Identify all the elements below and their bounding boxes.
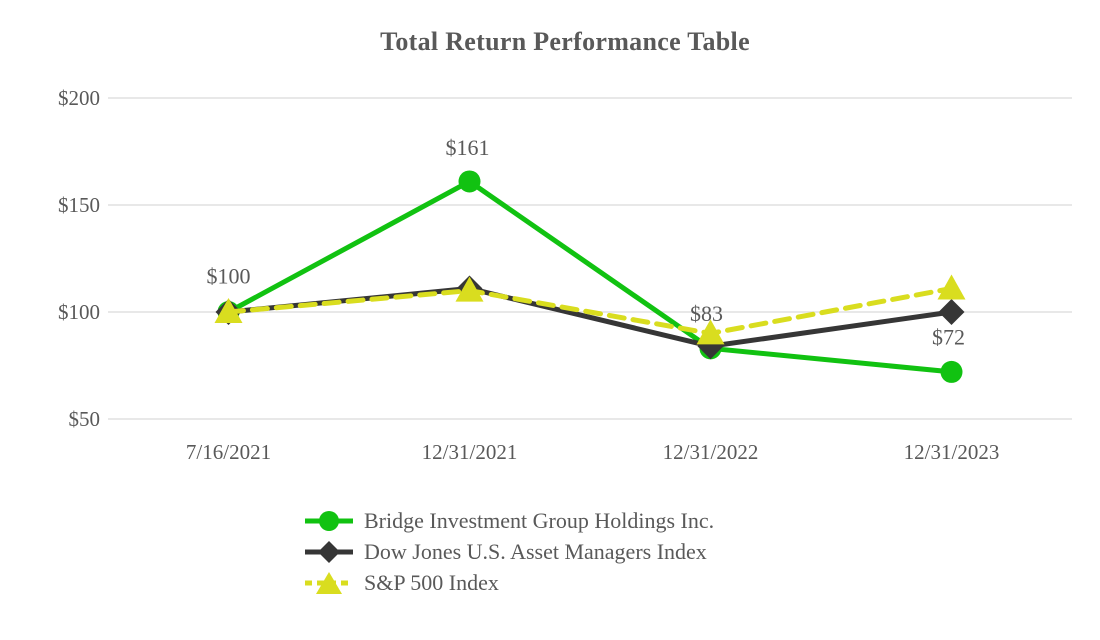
x-axis-tick-label: 7/16/2021 [186, 440, 271, 464]
x-axis-tick-label: 12/31/2022 [663, 440, 759, 464]
y-axis-tick-label: $200 [58, 86, 100, 110]
legend-label-dow-jones: Dow Jones U.S. Asset Managers Index [364, 538, 707, 564]
legend-label-bridge: Bridge Investment Group Holdings Inc. [364, 507, 715, 533]
series-line-bridge [226, 178, 954, 375]
diamond-marker-icon [305, 540, 353, 563]
data-label: $83 [690, 301, 723, 326]
data-label: $100 [207, 264, 251, 289]
x-axis-tick-label: 12/31/2021 [422, 440, 518, 464]
data-label: $161 [446, 135, 490, 160]
data-label: $72 [932, 324, 965, 349]
data-point-sp500 [696, 319, 725, 345]
triangle-marker-icon [305, 571, 353, 594]
legend: Bridge Investment Group Holdings Inc. Dow… [303, 505, 714, 598]
legend-marker-dow-jones [318, 540, 340, 563]
circle-marker-icon [305, 510, 353, 531]
x-axis-tick-label: 12/31/2023 [904, 440, 1000, 464]
legend-item-sp500: S&P 500 Index [303, 567, 714, 598]
legend-item-bridge: Bridge Investment Group Holdings Inc. [303, 505, 714, 536]
series-line-dow-jones [226, 285, 954, 349]
series-line-sp500 [226, 285, 954, 336]
data-point-sp500 [214, 298, 243, 323]
legend-label-sp500: S&P 500 Index [364, 569, 499, 595]
y-axis-tick-label: $100 [58, 300, 100, 324]
data-point-sp500 [937, 274, 966, 300]
legend-marker-bridge [319, 510, 339, 531]
y-axis-tick-label: $150 [58, 193, 100, 217]
data-point-sp500 [455, 276, 484, 302]
legend-marker-sp500 [316, 571, 342, 594]
y-axis-tick-label: $50 [69, 407, 101, 431]
data-point-dow-jones [938, 299, 965, 325]
chart-title: Total Return Performance Table [380, 27, 750, 56]
data-point-bridge [458, 170, 481, 193]
legend-item-dow-jones: Dow Jones U.S. Asset Managers Index [303, 536, 714, 567]
data-point-bridge [940, 360, 963, 383]
